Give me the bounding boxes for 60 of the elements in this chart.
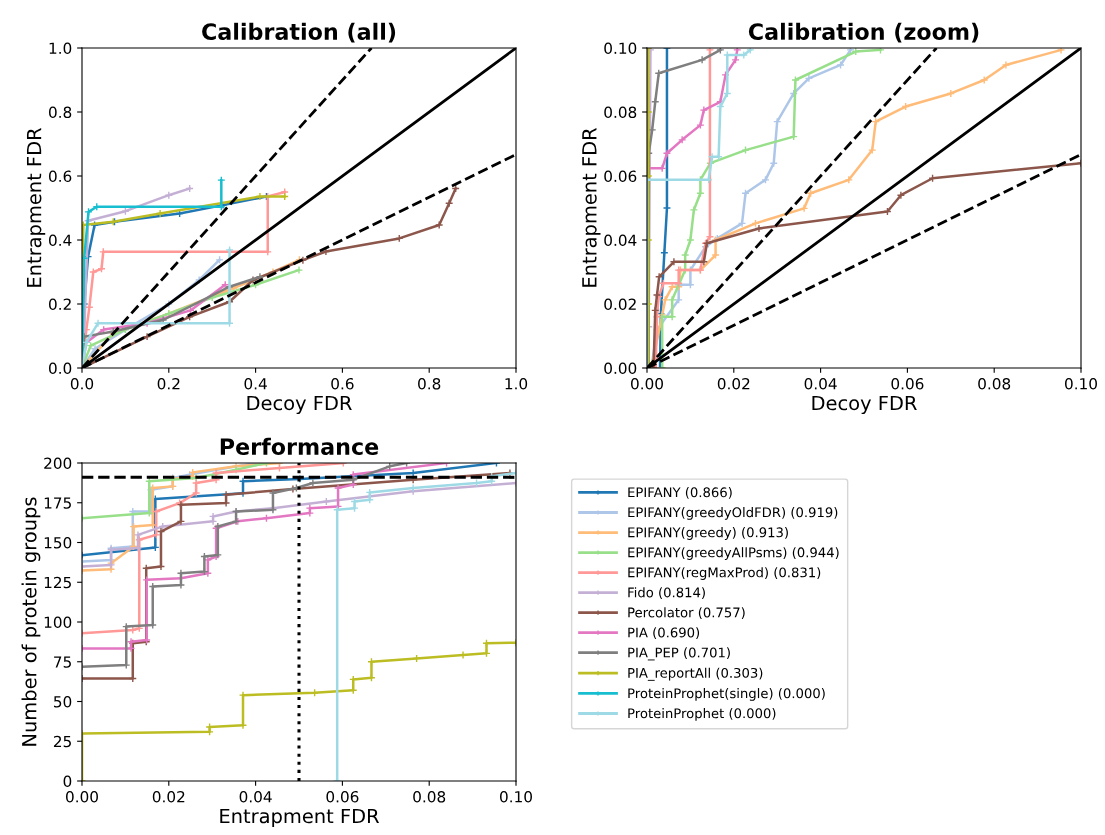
y-tick-label: 0.10 bbox=[604, 42, 637, 55]
x-tick-label: 0.00 bbox=[631, 377, 663, 390]
y-tick-label: 0.4 bbox=[48, 234, 72, 247]
y-tick-label: 75 bbox=[54, 656, 71, 668]
x-tick-label: 0.4 bbox=[244, 377, 267, 390]
legend-label: PIA (0.690) bbox=[628, 627, 700, 640]
x-tick-label: 0.00 bbox=[66, 790, 98, 803]
y-tick-label: 175 bbox=[44, 497, 71, 509]
x-tick-label: 0.10 bbox=[1065, 377, 1097, 390]
x-tick-label: 0.02 bbox=[717, 377, 750, 390]
x-tick-label: 0.04 bbox=[804, 377, 837, 390]
legend-label: EPIFANY(greedy) (0.913) bbox=[628, 527, 788, 540]
x-axis-title: Decoy FDR bbox=[247, 395, 352, 415]
chart-title: Calibration (all) bbox=[202, 22, 396, 43]
y-tick-label: 100 bbox=[44, 616, 72, 629]
y-axis-title: Entrapment FDR bbox=[26, 127, 46, 287]
legend-label: EPIFANY(greedyOldFDR) (0.919) bbox=[628, 507, 838, 520]
x-tick-label: 0.8 bbox=[418, 377, 441, 390]
y-tick-label: 25 bbox=[53, 735, 71, 748]
legend-label: EPIFANY(greedyAllPsms) (0.944) bbox=[628, 547, 839, 560]
y-tick-label: 0.04 bbox=[604, 234, 637, 247]
legend-label: ProteinProphet(single) (0.000) bbox=[628, 688, 825, 701]
y-tick-label: 150 bbox=[44, 536, 72, 549]
y-axis-title: Entrapment FDR bbox=[582, 127, 601, 287]
legend-label: EPIFANY (0.866) bbox=[628, 487, 732, 499]
x-axis-title: Entrapment FDR bbox=[220, 808, 380, 828]
x-tick-label: 0.06 bbox=[326, 790, 359, 803]
y-tick-label: 0.8 bbox=[48, 106, 72, 119]
y-tick-label: 50 bbox=[54, 695, 72, 708]
legend-label: EPIFANY(regMaxProd) (0.831) bbox=[628, 567, 821, 580]
y-tick-label: 0.08 bbox=[604, 106, 637, 119]
x-tick-label: 0.10 bbox=[500, 790, 532, 803]
legend-label: PIA_reportAll (0.303) bbox=[628, 667, 763, 681]
chart-title: Performance bbox=[220, 437, 379, 455]
y-tick-label: 0.02 bbox=[604, 298, 636, 311]
x-axis-title: Decoy FDR bbox=[812, 395, 917, 415]
y-tick-label: 0.2 bbox=[48, 298, 71, 311]
x-tick-label: 0.06 bbox=[891, 377, 924, 390]
legend-label: ProteinProphet (0.000) bbox=[628, 708, 776, 721]
y-tick-label: 0.00 bbox=[604, 362, 637, 375]
chart-title: Calibration (zoom) bbox=[748, 22, 979, 43]
x-tick-label: 0.2 bbox=[157, 377, 180, 390]
y-tick-label: 200 bbox=[44, 457, 72, 470]
y-tick-label: 0 bbox=[63, 775, 72, 788]
y-tick-label: 1.0 bbox=[49, 42, 72, 55]
y-tick-label: 125 bbox=[44, 576, 71, 589]
x-tick-label: 0.02 bbox=[152, 790, 185, 803]
legend-label: Fido (0.814) bbox=[628, 587, 705, 599]
x-tick-label: 1.0 bbox=[505, 377, 528, 390]
legend-label: PIA_PEP (0.701) bbox=[628, 647, 730, 661]
y-tick-label: 0.6 bbox=[48, 170, 72, 183]
y-tick-label: 0.06 bbox=[604, 170, 637, 183]
x-tick-label: 0.08 bbox=[413, 790, 446, 803]
y-tick-label: 0.0 bbox=[48, 362, 72, 375]
y-axis-title: Number of protein groups bbox=[21, 497, 41, 746]
x-tick-label: 0.6 bbox=[331, 377, 354, 390]
x-tick-label: 0.0 bbox=[70, 377, 94, 390]
legend-label: Percolator (0.757) bbox=[628, 607, 745, 619]
x-tick-label: 0.04 bbox=[239, 790, 272, 803]
x-tick-label: 0.08 bbox=[978, 377, 1011, 390]
